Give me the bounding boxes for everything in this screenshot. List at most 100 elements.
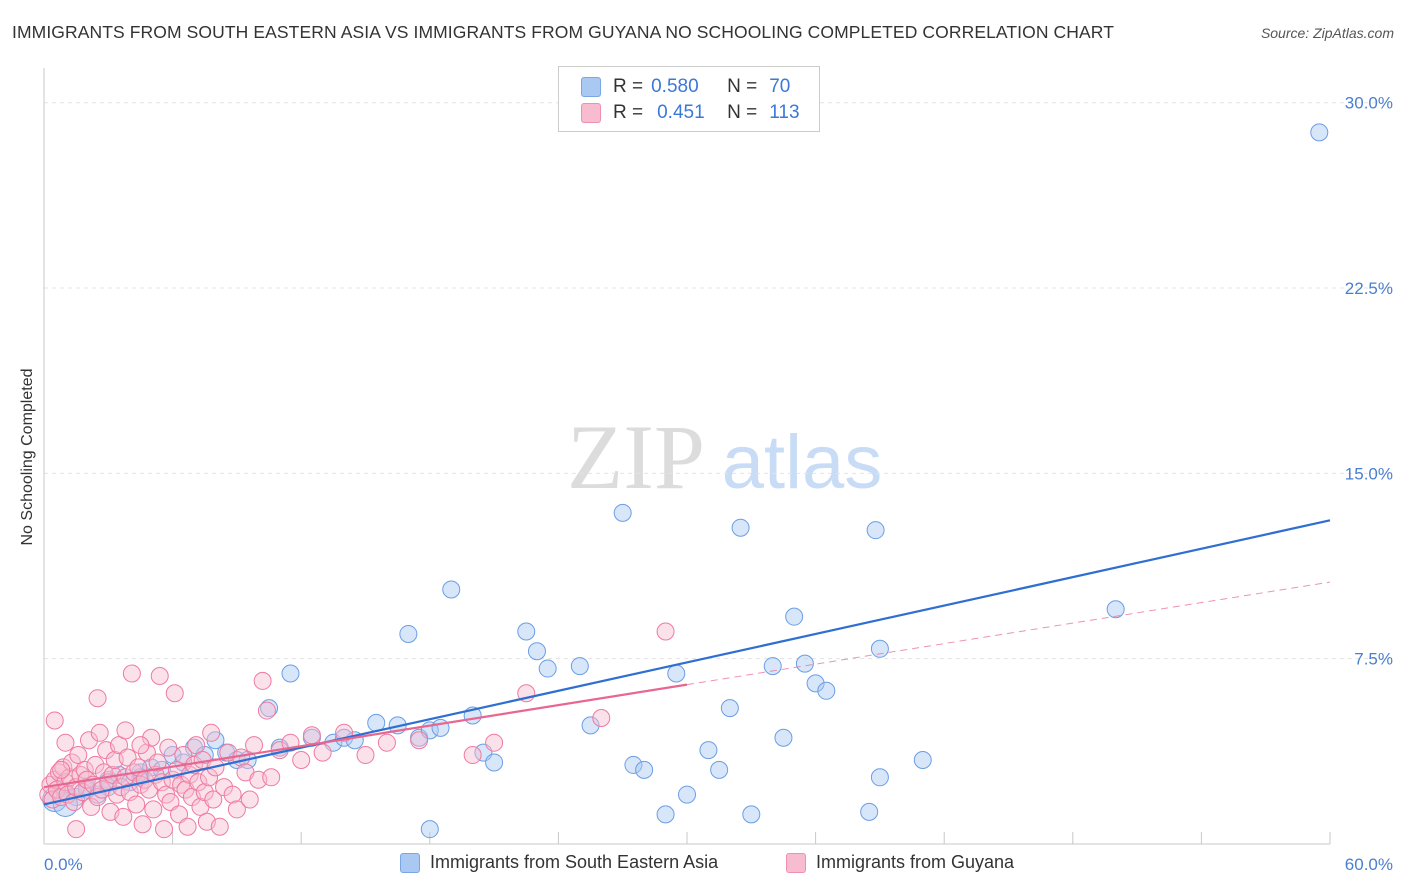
point-sea	[260, 699, 279, 718]
point-sea	[1310, 123, 1329, 142]
point-guyana	[204, 790, 223, 809]
trend-extension-guyana	[686, 581, 1331, 686]
point-guyana	[148, 753, 167, 772]
legend-row-guyana: R = 0.451 N = 113	[581, 100, 800, 126]
y-tick-label: 22.5%	[1345, 279, 1393, 298]
point-guyana	[133, 815, 152, 834]
grid	[44, 102, 1390, 660]
legend-r-label: R =	[613, 102, 644, 123]
bottom-legend-label-guyana: Immigrants from Guyana	[816, 852, 1015, 872]
point-sea	[613, 503, 632, 522]
point-sea	[710, 760, 729, 779]
point-sea	[399, 624, 418, 643]
point-sea	[635, 760, 654, 779]
point-sea	[870, 639, 889, 658]
legend-n-value: 113	[769, 102, 800, 123]
trend-line-guyana	[43, 683, 688, 789]
point-sea	[763, 657, 782, 676]
point-sea	[527, 642, 546, 661]
point-guyana	[88, 689, 107, 708]
point-guyana	[257, 701, 276, 720]
point-guyana	[656, 622, 675, 641]
point-sea	[817, 681, 836, 700]
point-sea	[581, 716, 600, 735]
point-guyana	[161, 792, 180, 811]
legend-n-label: N =	[727, 102, 758, 123]
point-sea	[720, 699, 739, 718]
point-sea	[678, 785, 696, 804]
point-guyana	[302, 726, 321, 745]
point-guyana	[356, 746, 375, 765]
point-guyana	[127, 795, 146, 814]
legend-n-label: N =	[727, 76, 758, 97]
point-sea	[1106, 600, 1125, 619]
chart-title: IMMIGRANTS FROM SOUTH EASTERN ASIA VS IM…	[12, 22, 1115, 42]
legend-r-value: 0.451	[657, 102, 705, 123]
point-sea	[795, 654, 814, 673]
point-guyana	[150, 666, 169, 685]
correlation-legend: R = 0.580 N = 70 R = 0.451 N = 113	[558, 66, 820, 132]
point-guyana	[227, 800, 246, 819]
point-guyana	[155, 820, 174, 839]
bottom-legend-sea: Immigrants from South Eastern Asia	[400, 852, 718, 873]
point-guyana	[377, 733, 396, 752]
legend-r-value: 0.580	[651, 76, 699, 97]
point-guyana	[262, 768, 281, 787]
point-guyana	[56, 733, 75, 752]
trend-lines	[43, 519, 1331, 806]
point-guyana	[410, 731, 429, 750]
axes	[43, 68, 1331, 845]
point-sea	[570, 657, 589, 676]
source-label: Source: ZipAtlas.com	[1260, 25, 1394, 41]
point-sea	[866, 521, 885, 540]
trend-line-sea	[43, 519, 1331, 806]
point-sea	[806, 674, 825, 693]
point-sea	[742, 805, 761, 824]
point-sea	[913, 750, 932, 769]
point-guyana	[223, 785, 242, 804]
tick-labels: 7.5% 15.0% 22.5% 30.0% 0.0% 60.0%	[44, 94, 1393, 874]
point-sea	[420, 820, 439, 839]
watermark: ZIP atlas	[567, 406, 882, 508]
point-guyana	[240, 790, 259, 809]
legend-r-label: R =	[613, 76, 644, 97]
point-guyana	[253, 671, 272, 690]
point-guyana	[69, 746, 88, 765]
bottom-legend-swatch-guyana	[786, 852, 806, 873]
point-guyana	[189, 773, 208, 792]
point-sea	[442, 580, 461, 599]
watermark-atlas: atlas	[722, 420, 883, 505]
watermark-zip: ZIP	[567, 406, 705, 508]
point-guyana	[52, 760, 71, 779]
point-guyana	[142, 728, 161, 747]
legend-swatch-sea	[581, 77, 601, 97]
y-tick-label: 30.0%	[1345, 94, 1393, 113]
point-guyana	[80, 731, 99, 750]
x-tick-label: 60.0%	[1345, 855, 1393, 874]
point-sea	[656, 805, 675, 824]
legend-row-sea: R = 0.580 N = 70	[581, 74, 790, 100]
x-tick-label: 0.0%	[44, 855, 83, 874]
point-guyana	[82, 797, 101, 816]
point-guyana	[178, 817, 197, 836]
point-guyana	[292, 750, 311, 769]
bottom-legend-label-sea: Immigrants from South Eastern Asia	[430, 852, 719, 872]
point-guyana	[485, 733, 504, 752]
point-sea	[485, 753, 504, 772]
point-guyana	[313, 743, 332, 762]
point-sea	[538, 659, 557, 678]
legend-n-value: 70	[769, 76, 791, 97]
point-sea	[517, 622, 536, 641]
point-sea	[870, 768, 889, 787]
point-guyana	[67, 820, 86, 839]
point-guyana	[90, 723, 109, 742]
point-guyana	[122, 664, 141, 683]
point-guyana	[54, 758, 73, 777]
bottom-legend-guyana: Immigrants from Guyana	[786, 852, 1014, 873]
legend-swatch-guyana	[581, 103, 601, 123]
point-guyana	[131, 736, 150, 755]
point-guyana	[45, 711, 64, 730]
point-guyana	[463, 746, 482, 765]
point-guyana	[110, 736, 129, 755]
point-sea	[667, 664, 686, 683]
